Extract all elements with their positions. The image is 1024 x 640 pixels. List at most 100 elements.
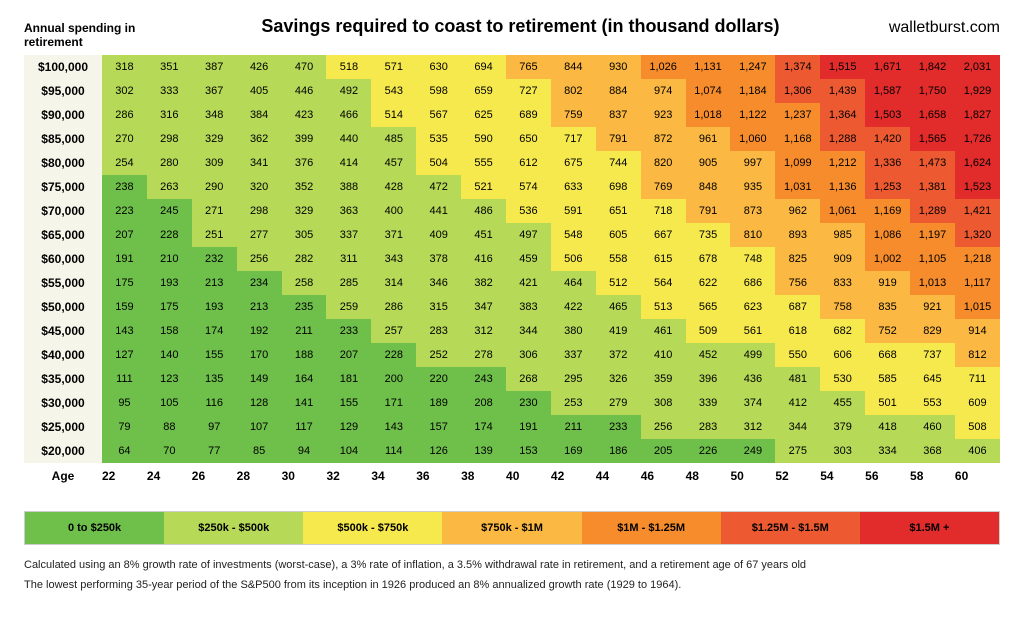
heatmap-cell: 457: [371, 151, 416, 175]
table-row: $70,000223245271298329363400441486536591…: [24, 199, 1000, 223]
age-axis-label: Age: [24, 463, 102, 489]
heatmap-cell: 205: [641, 439, 686, 463]
age-tick: 56: [865, 463, 910, 489]
age-tick: 26: [192, 463, 237, 489]
heatmap-cell: 1,503: [865, 103, 910, 127]
heatmap-cell: 157: [416, 415, 461, 439]
heatmap-cell: 873: [730, 199, 775, 223]
heatmap-cell: 428: [371, 175, 416, 199]
heatmap-cell: 139: [461, 439, 506, 463]
heatmap-cell: 682: [820, 319, 865, 343]
age-axis-row: Age2224262830323436384042444648505254565…: [24, 463, 1000, 489]
heatmap-cell: 459: [506, 247, 551, 271]
row-header: $30,000: [24, 391, 102, 415]
heatmap-cell: 667: [641, 223, 686, 247]
heatmap-cell: 85: [237, 439, 282, 463]
heatmap-cell: 497: [506, 223, 551, 247]
heatmap-cell: 208: [461, 391, 506, 415]
heatmap-cell: 135: [192, 367, 237, 391]
heatmap-cell: 1,018: [686, 103, 731, 127]
row-header: $40,000: [24, 343, 102, 367]
heatmap-cell: 286: [371, 295, 416, 319]
heatmap-cell: 359: [641, 367, 686, 391]
heatmap-cell: 752: [865, 319, 910, 343]
heatmap-cell: 758: [820, 295, 865, 319]
heatmap-cell: 735: [686, 223, 731, 247]
age-tick: 50: [730, 463, 775, 489]
heatmap-cell: 1,671: [865, 55, 910, 79]
table-row: $30,000951051161281411551711892082302532…: [24, 391, 1000, 415]
table-row: $50,000159175193213235259286315347383422…: [24, 295, 1000, 319]
table-row: $45,000143158174192211233257283312344380…: [24, 319, 1000, 343]
heatmap-cell: 282: [282, 247, 327, 271]
heatmap-cell: 171: [371, 391, 416, 415]
heatmap-cell: 94: [282, 439, 327, 463]
heatmap-cell: 974: [641, 79, 686, 103]
heatmap-cell: 290: [192, 175, 237, 199]
heatmap-cell: 668: [865, 343, 910, 367]
heatmap-cell: 769: [641, 175, 686, 199]
heatmap-cell: 930: [596, 55, 641, 79]
heatmap-cell: 352: [282, 175, 327, 199]
row-header: $65,000: [24, 223, 102, 247]
heatmap-cell: 598: [416, 79, 461, 103]
footnote-1: Calculated using an 8% growth rate of in…: [24, 559, 1000, 571]
row-header: $55,000: [24, 271, 102, 295]
heatmap-cell: 207: [102, 223, 147, 247]
heatmap-cell: 254: [102, 151, 147, 175]
heatmap-cell: 451: [461, 223, 506, 247]
heatmap-cell: 258: [282, 271, 327, 295]
heatmap-cell: 298: [237, 199, 282, 223]
footnote-2: The lowest performing 35-year period of …: [24, 579, 1000, 591]
table-row: $20,000647077859410411412613915316918620…: [24, 439, 1000, 463]
heatmap-cell: 919: [865, 271, 910, 295]
heatmap-cell: 263: [147, 175, 192, 199]
age-tick: 46: [641, 463, 686, 489]
heatmap-cell: 351: [147, 55, 192, 79]
heatmap-cell: 341: [237, 151, 282, 175]
heatmap-cell: 748: [730, 247, 775, 271]
header: Annual spending in retirement Savings re…: [24, 16, 1000, 49]
row-header: $50,000: [24, 295, 102, 319]
heatmap-cell: 499: [730, 343, 775, 367]
heatmap-cell: 512: [596, 271, 641, 295]
heatmap-cell: 485: [371, 127, 416, 151]
heatmap-cell: 718: [641, 199, 686, 223]
heatmap-cell: 422: [551, 295, 596, 319]
row-header: $85,000: [24, 127, 102, 151]
heatmap-cell: 1,197: [910, 223, 955, 247]
heatmap-cell: 143: [102, 319, 147, 343]
heatmap-cell: 79: [102, 415, 147, 439]
heatmap-cell: 651: [596, 199, 641, 223]
heatmap-cell: 1,184: [730, 79, 775, 103]
heatmap-cell: 833: [820, 271, 865, 295]
heatmap-cell: 337: [326, 223, 371, 247]
heatmap-cell: 659: [461, 79, 506, 103]
heatmap-cell: 997: [730, 151, 775, 175]
age-tick: 28: [237, 463, 282, 489]
heatmap-cell: 143: [371, 415, 416, 439]
heatmap-cell: 175: [102, 271, 147, 295]
table-row: $60,000191210232256282311343378416459506…: [24, 247, 1000, 271]
heatmap-cell: 508: [955, 415, 1000, 439]
heatmap-cell: 1,131: [686, 55, 731, 79]
heatmap-cell: 1,726: [955, 127, 1000, 151]
heatmap-cell: 530: [820, 367, 865, 391]
heatmap-cell: 174: [192, 319, 237, 343]
heatmap-cell: 396: [686, 367, 731, 391]
heatmap-cell: 555: [461, 151, 506, 175]
heatmap-cell: 543: [371, 79, 416, 103]
heatmap-cell: 591: [551, 199, 596, 223]
heatmap-cell: 153: [506, 439, 551, 463]
heatmap-cell: 223: [102, 199, 147, 223]
heatmap-cell: 1,473: [910, 151, 955, 175]
heatmap-cell: 1,336: [865, 151, 910, 175]
brand-label: walletburst.com: [889, 19, 1000, 37]
heatmap-cell: 1,320: [955, 223, 1000, 247]
heatmap-cell: 686: [730, 271, 775, 295]
heatmap-cell: 257: [371, 319, 416, 343]
heatmap-cell: 962: [775, 199, 820, 223]
heatmap-cell: 630: [416, 55, 461, 79]
heatmap-cell: 585: [865, 367, 910, 391]
heatmap-cell: 1,374: [775, 55, 820, 79]
